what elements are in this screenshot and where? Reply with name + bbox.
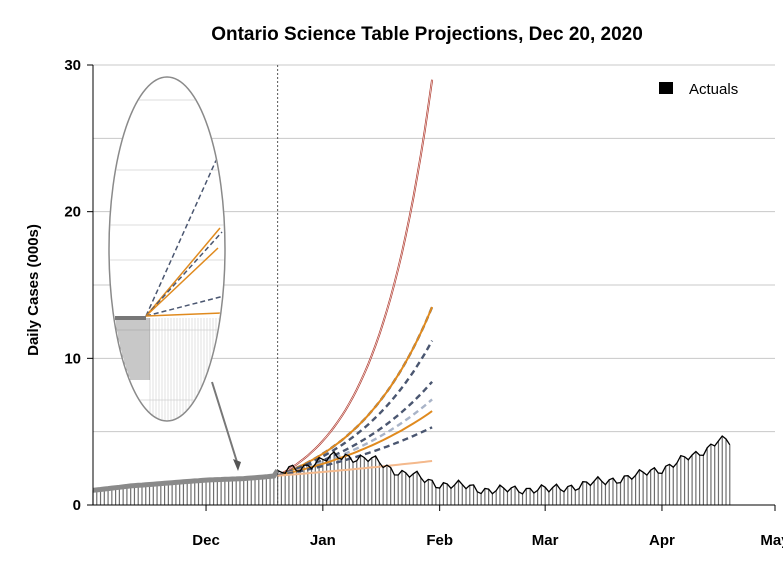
actual-bars — [92, 435, 731, 505]
chart-title: Ontario Science Table Projections, Dec 2… — [211, 24, 643, 45]
projection-line — [277, 340, 434, 477]
projection-line — [277, 426, 433, 477]
actual-line — [277, 435, 731, 495]
y-axis-label: Daily Cases (000s) — [25, 224, 42, 356]
y-tick-label: 30 — [64, 57, 81, 74]
legend-swatch-actuals — [659, 82, 673, 94]
x-tick-label: Mar — [532, 532, 559, 549]
zoom-projection — [145, 295, 224, 317]
y-tick-label: 10 — [64, 350, 81, 367]
y-tick-label: 0 — [73, 497, 81, 514]
projection-line — [277, 398, 433, 477]
projection-line — [277, 460, 433, 477]
zoom-arrow-head — [233, 459, 241, 471]
zoom-projection — [145, 247, 219, 317]
projection-line — [277, 79, 434, 477]
actuals-line — [92, 435, 731, 495]
projection-line — [277, 410, 433, 477]
legend-label-actuals: Actuals — [689, 81, 738, 98]
actual-line-early — [92, 469, 280, 493]
projection-line — [277, 306, 434, 477]
legend: Actuals — [659, 81, 738, 98]
projection-line-highlight — [277, 79, 433, 476]
x-tick-label: Apr — [649, 532, 675, 549]
x-tick-label: Jan — [310, 532, 336, 549]
zoom-projection — [145, 155, 219, 317]
y-tick-label: 20 — [64, 204, 81, 221]
x-tick-label: Feb — [426, 532, 453, 549]
x-tick-label: Dec — [192, 532, 220, 549]
x-tick-label: May — [760, 532, 783, 549]
zoom-projection — [145, 312, 223, 317]
zoom-ellipse — [108, 76, 226, 422]
zoom-projection — [145, 231, 223, 317]
projection-lines — [277, 79, 434, 477]
axes: 0 10 20 30 Dec Jan Feb Mar Apr May — [64, 57, 783, 549]
projection-line — [277, 380, 433, 477]
zoom-inset — [108, 76, 241, 471]
zoom-arrow-shaft — [211, 381, 238, 463]
